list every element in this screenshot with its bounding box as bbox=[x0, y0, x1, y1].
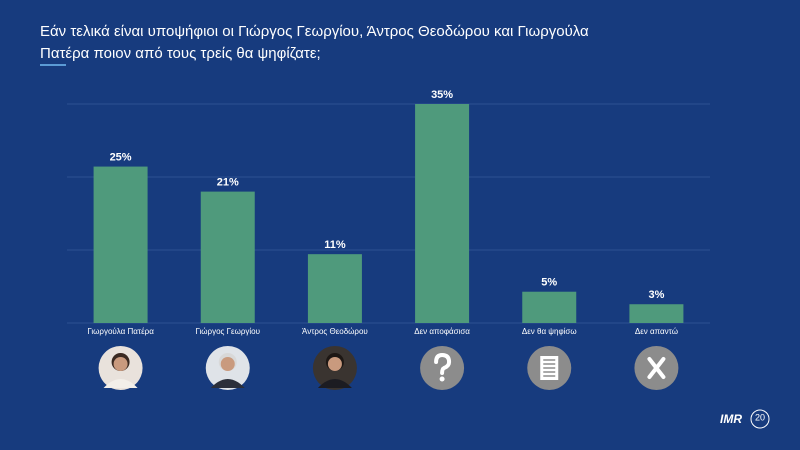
category-icon bbox=[205, 346, 250, 390]
x-tick-label: Δεν αποφάσισα bbox=[414, 327, 470, 336]
logo-years: 20 bbox=[755, 412, 765, 422]
x-tick-label: Δεν απαντώ bbox=[635, 327, 678, 336]
logo-badge bbox=[750, 409, 770, 429]
category-icon bbox=[527, 346, 572, 390]
x-tick-label: Άντρος Θεοδώρου bbox=[302, 327, 368, 336]
x-tick-label: Γιώργος Γεωργίου bbox=[195, 327, 260, 336]
cross-mark bbox=[647, 357, 666, 379]
question-mark bbox=[434, 352, 452, 375]
logo-name: IMR bbox=[720, 412, 742, 426]
value-label: 21% bbox=[217, 177, 239, 189]
photo-body bbox=[103, 379, 138, 388]
logo: IMR 20 bbox=[720, 409, 770, 429]
chart-title: Πατέρα ποιον από τους τρείς θα ψηφίζατε; bbox=[40, 45, 321, 62]
photo-face bbox=[220, 357, 235, 371]
value-label: 35% bbox=[431, 89, 453, 101]
photo-face bbox=[327, 357, 342, 371]
bar bbox=[93, 166, 148, 323]
value-label: 11% bbox=[324, 239, 346, 251]
bar bbox=[200, 191, 255, 323]
bar bbox=[629, 304, 684, 323]
x-tick-label: Δεν θα ψηφίσω bbox=[522, 327, 577, 336]
category-icon bbox=[312, 346, 357, 390]
category-icon bbox=[634, 346, 679, 390]
photo-face bbox=[113, 357, 128, 371]
bar bbox=[522, 291, 577, 323]
bar bbox=[415, 104, 470, 323]
photo-body bbox=[317, 379, 352, 388]
question-dot bbox=[439, 376, 445, 382]
x-tick-label: Γιωργούλα Πατέρα bbox=[87, 327, 154, 336]
value-label: 25% bbox=[110, 151, 132, 163]
value-label: 5% bbox=[541, 277, 557, 289]
category-icon bbox=[420, 346, 465, 390]
photo-body bbox=[210, 379, 245, 388]
category-icon bbox=[98, 346, 143, 390]
value-label: 3% bbox=[648, 289, 664, 301]
bar bbox=[307, 254, 362, 323]
chart-title: Εάν τελικά είναι υποψήφιοι οι Γιώργος Γε… bbox=[40, 23, 589, 40]
